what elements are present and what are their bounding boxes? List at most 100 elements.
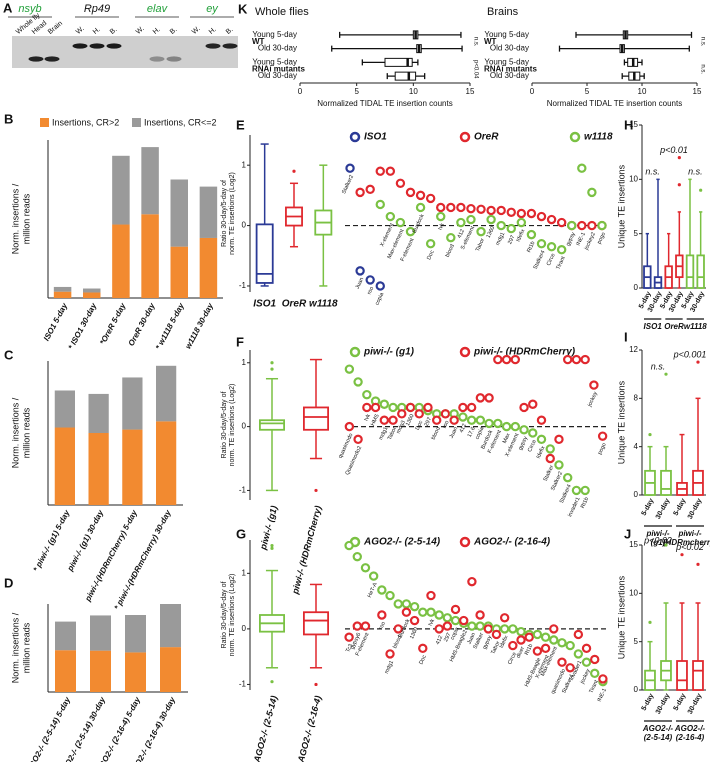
point <box>405 187 416 198</box>
point <box>385 166 396 176</box>
box <box>302 611 329 636</box>
lane-label: W. <box>75 25 86 36</box>
point <box>344 364 355 374</box>
point <box>467 576 477 587</box>
category-label: roo <box>378 621 387 631</box>
lane-label: H. <box>152 26 162 36</box>
point <box>491 629 502 640</box>
category-label: gypsy <box>518 435 530 451</box>
y-tick-label: 4 <box>634 442 639 451</box>
y-axis-label: Norm. insertions / <box>10 612 20 683</box>
point <box>459 615 469 626</box>
annotation: n.s. <box>699 64 705 74</box>
point <box>344 540 354 551</box>
gene-label: ey <box>206 3 219 15</box>
bar <box>112 155 130 225</box>
group-label: (2-5-14) <box>644 733 673 742</box>
legend-marker <box>459 536 471 548</box>
annotation: n.s. <box>651 362 666 372</box>
x-tick-label: 10 <box>638 87 647 96</box>
point <box>519 402 529 413</box>
y-axis-label: million reads <box>21 407 31 458</box>
box-label: OreR <box>282 299 307 310</box>
category-label: 17.6 <box>467 426 477 438</box>
point <box>355 266 365 276</box>
bar <box>55 621 76 651</box>
legend-label: Insertions, CR<=2 <box>144 117 217 127</box>
category-label: pogo <box>597 442 608 456</box>
x-tick-label: piwi-/- (g1) 30-day <box>65 508 105 573</box>
point <box>549 635 559 645</box>
legend-swatch <box>40 118 49 127</box>
point <box>434 624 444 634</box>
point <box>425 193 436 204</box>
point <box>597 220 607 231</box>
point <box>388 402 398 413</box>
category-label: Tirant <box>589 679 600 695</box>
bar <box>54 427 75 505</box>
category-label: Circe <box>527 439 538 453</box>
legend-label: Insertions, CR>2 <box>52 117 119 127</box>
outlier <box>677 156 681 160</box>
category-label: 1360 <box>409 626 420 640</box>
category-label: Rt1b <box>524 643 534 656</box>
row-label: Old 30-day <box>258 44 297 53</box>
point <box>442 613 453 623</box>
point <box>388 415 398 425</box>
gel-band <box>89 43 105 49</box>
point <box>375 166 385 176</box>
point <box>528 428 538 438</box>
row-label: Old 30-day <box>490 44 529 53</box>
point <box>493 354 503 365</box>
point <box>597 431 608 441</box>
y-tick-label: 1 <box>242 358 247 367</box>
y-tick-label: 15 <box>629 120 638 129</box>
outlier <box>664 543 668 547</box>
point <box>510 354 520 365</box>
point <box>580 354 590 365</box>
category-label: blood <box>392 635 403 650</box>
bar <box>125 652 146 692</box>
category-label: Idefix <box>499 635 510 650</box>
box <box>676 660 688 691</box>
point <box>526 208 537 219</box>
point <box>496 220 506 231</box>
box-label: piwi-/- (g1) <box>258 505 280 552</box>
box-label: w1118 <box>309 299 338 310</box>
point <box>405 402 416 413</box>
category-label: 1360 <box>405 413 416 427</box>
point <box>446 232 456 243</box>
category-label: Tabor <box>475 237 486 252</box>
bar <box>83 288 101 293</box>
point <box>540 643 551 654</box>
outlier <box>696 562 700 566</box>
point <box>379 399 389 409</box>
annotation: p<0.02 <box>675 542 704 552</box>
category-label: mdg1 <box>384 660 395 675</box>
y-tick-label: 0 <box>634 685 639 694</box>
category-label: Max <box>502 432 512 444</box>
legend-label: piwi-/- (HDRmCherry) <box>473 347 576 358</box>
outlier <box>664 372 668 376</box>
y-tick-label: 0 <box>242 422 247 431</box>
category-label: 1360 <box>486 225 497 239</box>
annotation: p<0.01 <box>659 145 688 155</box>
point <box>393 624 403 634</box>
annotation: n.s. <box>645 167 660 177</box>
bar <box>141 214 159 298</box>
category-label: Doc <box>426 249 436 261</box>
x-tick-label: * ISO1 30-day <box>66 301 98 351</box>
point <box>557 657 567 667</box>
y-tick-label: 15 <box>629 540 638 549</box>
lane-label: B. <box>225 26 235 36</box>
category-label: Stalker4 <box>533 250 547 271</box>
legend-label: ISO1 <box>364 132 387 143</box>
point <box>446 202 456 213</box>
category-label: Doc <box>415 420 425 432</box>
legend-marker <box>349 346 361 358</box>
point <box>401 599 412 609</box>
y-axis-label: Ratio 30-day/5-day of <box>221 581 228 648</box>
point <box>556 217 567 228</box>
category-label: 297 <box>507 235 516 246</box>
box-label: 30-day <box>655 497 672 520</box>
